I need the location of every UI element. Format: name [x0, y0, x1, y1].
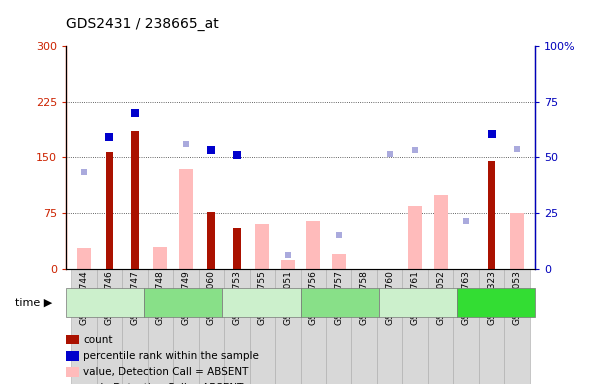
Text: value, Detection Call = ABSENT: value, Detection Call = ABSENT	[83, 367, 248, 377]
Bar	[479, 269, 504, 384]
Bar	[332, 254, 346, 269]
Text: 1 d: 1 d	[96, 296, 115, 309]
Bar	[300, 269, 326, 384]
Point	[130, 110, 139, 116]
Point	[487, 131, 496, 137]
Bar	[281, 260, 294, 269]
Bar	[233, 228, 240, 269]
Bar	[207, 212, 215, 269]
Bar	[510, 213, 524, 269]
Text: 3 d: 3 d	[174, 296, 192, 309]
Bar	[122, 269, 148, 384]
Point	[283, 252, 293, 258]
Bar	[377, 269, 403, 384]
Bar	[71, 269, 97, 384]
Text: time ▶: time ▶	[15, 297, 52, 308]
Bar	[403, 269, 428, 384]
Bar	[307, 220, 320, 269]
Point	[385, 151, 394, 157]
Text: GDS2431 / 238665_at: GDS2431 / 238665_at	[66, 17, 219, 31]
Bar	[326, 269, 352, 384]
Bar	[224, 269, 249, 384]
Bar	[453, 269, 479, 384]
Bar	[173, 269, 198, 384]
Point	[105, 134, 114, 140]
Text: 7 d: 7 d	[330, 296, 349, 309]
Point	[410, 147, 420, 153]
Bar	[275, 269, 300, 384]
Point	[79, 169, 89, 175]
Bar	[179, 169, 193, 269]
Point	[462, 217, 471, 223]
Bar	[153, 247, 168, 269]
Point	[334, 232, 344, 238]
Bar	[352, 269, 377, 384]
Bar	[148, 269, 173, 384]
Bar	[408, 206, 422, 269]
Text: percentile rank within the sample: percentile rank within the sample	[83, 351, 259, 361]
Point	[512, 146, 522, 152]
Bar	[428, 269, 453, 384]
Bar	[504, 269, 530, 384]
Bar	[255, 224, 269, 269]
Bar	[97, 269, 122, 384]
Bar	[488, 161, 495, 269]
Text: 9 d: 9 d	[408, 296, 427, 309]
Bar	[433, 195, 448, 269]
Text: 11 d: 11 d	[483, 296, 509, 309]
Bar	[77, 248, 91, 269]
Bar	[106, 152, 113, 269]
Point	[232, 152, 242, 158]
Point	[181, 141, 191, 147]
Text: 5 d: 5 d	[252, 296, 270, 309]
Point	[207, 147, 216, 153]
Text: count: count	[83, 335, 112, 345]
Text: rank, Detection Call = ABSENT: rank, Detection Call = ABSENT	[83, 383, 243, 384]
Bar	[249, 269, 275, 384]
Bar	[131, 131, 139, 269]
Bar	[198, 269, 224, 384]
